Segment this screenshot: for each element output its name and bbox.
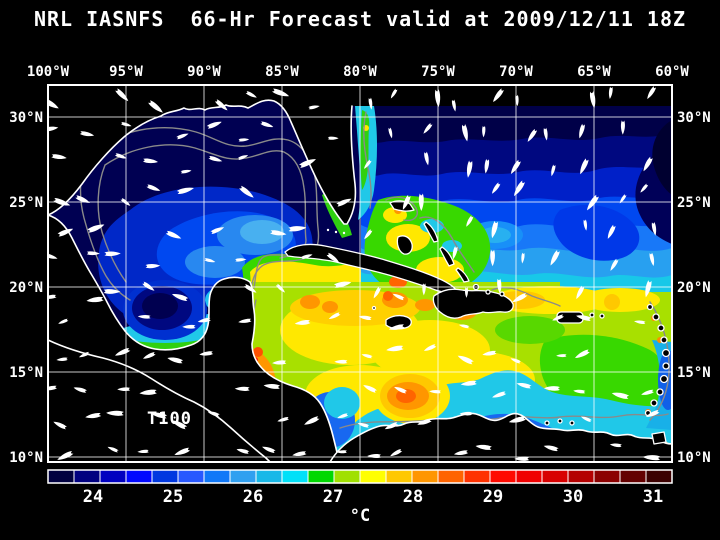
land-mexico-central-america	[48, 215, 339, 462]
map-canvas	[48, 85, 672, 462]
lat-tick-label: 20°N	[677, 280, 711, 296]
coastline-pacific	[48, 339, 271, 462]
lon-tick-label: 85°W	[265, 64, 299, 80]
colorbar-cell	[437, 469, 465, 484]
colorbar-unit-label: °C	[350, 506, 370, 526]
colorbar-cell	[99, 469, 127, 484]
colorbar-tick-label: 29	[483, 487, 503, 507]
colorbar-tick-label: 26	[243, 487, 263, 507]
lat-tick-label: 15°N	[9, 365, 43, 381]
colorbar-cell	[47, 469, 75, 484]
colorbar-ticks: 24 25 26 27 28 29 30 31	[83, 487, 663, 507]
colorbar-cell	[463, 469, 491, 484]
island-trinidad	[651, 431, 667, 445]
colorbar-cell	[307, 469, 335, 484]
islands-venezuela-offshore	[371, 305, 575, 426]
lat-tick-label: 20°N	[9, 280, 43, 296]
colorbar-cell	[151, 469, 179, 484]
graticule	[48, 85, 672, 462]
lat-tick-label: 15°N	[677, 365, 711, 381]
colorbar-cell	[333, 469, 361, 484]
lon-tick-label: 90°W	[187, 64, 221, 80]
colorbar-cell	[229, 469, 257, 484]
lat-axis-left: 30°N 25°N 20°N 15°N 10°N	[9, 110, 43, 466]
colorbar-border	[47, 469, 673, 484]
islands-lesser-antilles	[589, 303, 671, 445]
lat-tick-label: 10°N	[677, 450, 711, 466]
colorbar-cell	[489, 469, 517, 484]
colorbar-cell	[73, 469, 101, 484]
colorbar-tick-label: 25	[163, 487, 183, 507]
colorbar-cell	[359, 469, 387, 484]
lat-tick-label: 30°N	[677, 110, 711, 126]
colorbar-cell	[255, 469, 283, 484]
lon-tick-label: 75°W	[421, 64, 455, 80]
lon-tick-label: 65°W	[577, 64, 611, 80]
colorbar-cell	[177, 469, 205, 484]
colorbar-cell	[515, 469, 543, 484]
colorbar-tick-label: 27	[323, 487, 343, 507]
colorbar-cell	[593, 469, 621, 484]
lon-tick-label: 100°W	[27, 64, 70, 80]
lat-tick-label: 30°N	[9, 110, 43, 126]
colorbar-cell	[385, 469, 413, 484]
coastline-mexico-central-america	[48, 214, 340, 462]
lat-tick-label: 10°N	[9, 450, 43, 466]
colorbar-cell	[645, 469, 673, 484]
land-layer	[48, 85, 672, 462]
lat-tick-label: 25°N	[677, 195, 711, 211]
colorbar-cell	[541, 469, 569, 484]
figure-title: NRL IASNFS 66-Hr Forecast valid at 2009/…	[34, 7, 686, 31]
colorbar-tick-label: 24	[83, 487, 103, 507]
lon-tick-label: 70°W	[499, 64, 533, 80]
colorbar-cell	[125, 469, 153, 484]
colorbar-tick-label: 28	[403, 487, 423, 507]
colorbar-cell	[411, 469, 439, 484]
lat-axis-right: 30°N 25°N 20°N 15°N 10°N	[677, 110, 711, 466]
lon-tick-label: 80°W	[343, 64, 377, 80]
colorbar-cells	[47, 469, 673, 484]
colorbar-cell	[281, 469, 309, 484]
land-south-america	[330, 413, 672, 462]
colorbar-tick-label: 31	[643, 487, 663, 507]
map-frame	[47, 84, 673, 463]
florida-keys	[326, 228, 346, 235]
colorbar	[47, 469, 673, 484]
lon-axis: 100°W 95°W 90°W 85°W 80°W 75°W 70°W 65°W…	[27, 64, 690, 80]
lon-tick-label: 95°W	[109, 64, 143, 80]
lon-tick-label: 60°W	[655, 64, 689, 80]
lat-tick-label: 25°N	[9, 195, 43, 211]
colorbar-tick-label: 30	[563, 487, 583, 507]
colorbar-cell	[619, 469, 647, 484]
coastline-us-gulf-florida	[48, 99, 357, 225]
variable-label: T100	[147, 409, 192, 429]
colorbar-cell	[203, 469, 231, 484]
colorbar-cell	[567, 469, 595, 484]
island-hispaniola	[432, 288, 514, 319]
